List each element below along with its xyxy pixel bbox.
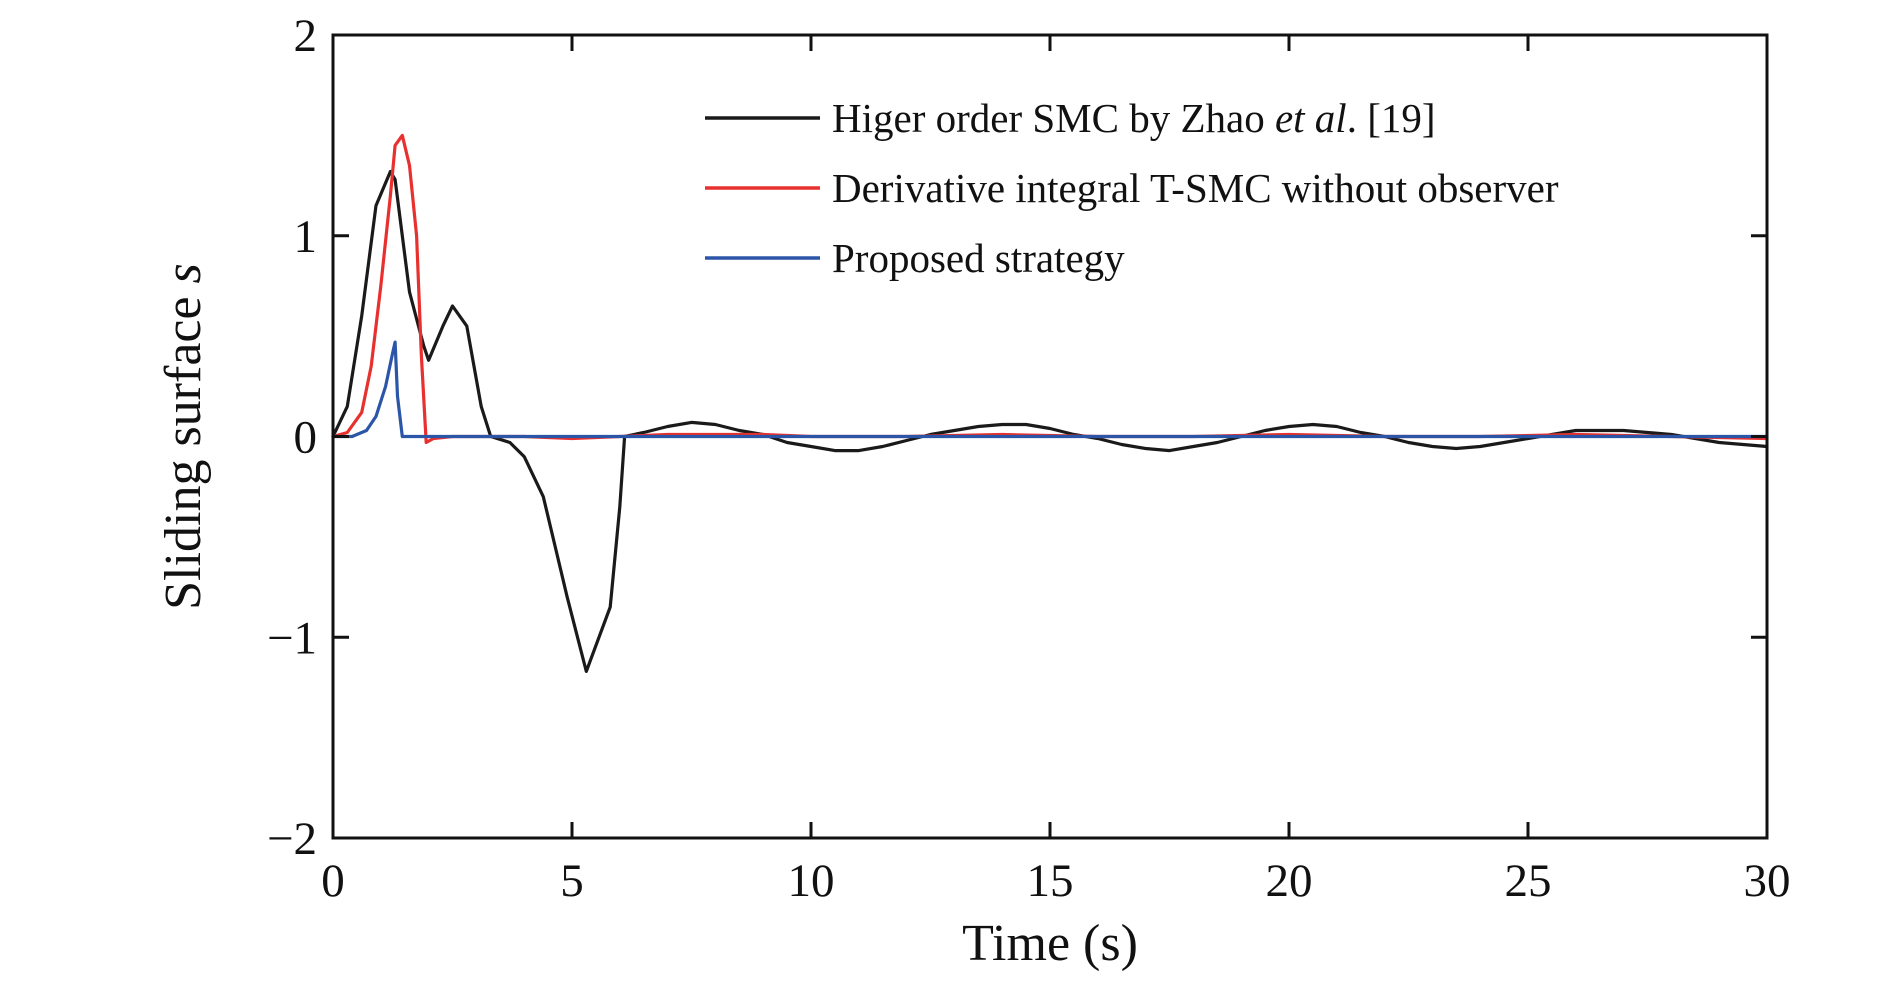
legend-label-part: Derivative integral T-SMC without observ… <box>832 165 1559 211</box>
y-axis-title-variable: s <box>155 263 212 283</box>
x-tick-label: 5 <box>560 855 584 907</box>
y-tick-label: 0 <box>294 412 318 464</box>
legend-label-2: Derivative integral T-SMC without observ… <box>832 165 1559 211</box>
legend-label-part: . [19] <box>1347 95 1436 141</box>
legend: Higer order SMC by Zhao et al. [19] Deriv… <box>705 95 1559 281</box>
x-tick-label: 30 <box>1744 855 1791 907</box>
x-tick-label: 0 <box>321 855 345 907</box>
series-line-3 <box>331 340 1769 439</box>
legend-label-1: Higer order SMC by Zhao et al. [19] <box>832 95 1436 141</box>
y-axis-title: Sliding surface s <box>155 263 212 610</box>
series-line-1 <box>331 169 1769 673</box>
x-tick-label: 25 <box>1505 855 1552 907</box>
legend-label-3: Proposed strategy <box>832 235 1125 281</box>
x-axis-title: Time (s) <box>962 915 1138 972</box>
legend-label-part: Higer order SMC by Zhao <box>832 95 1275 141</box>
axis-ticks <box>331 33 1769 840</box>
legend-label-part: Proposed strategy <box>832 235 1125 281</box>
y-tick-label: −1 <box>267 612 317 664</box>
plot-curves <box>331 133 1769 673</box>
y-axis-title-main: Sliding surface <box>155 283 212 609</box>
y-tick-label: 1 <box>294 211 318 263</box>
x-tick-label: 10 <box>788 855 835 907</box>
x-tick-label: 20 <box>1266 855 1313 907</box>
x-tick-label: 15 <box>1027 855 1074 907</box>
y-tick-label: −2 <box>267 813 317 865</box>
legend-label-part: et al <box>1275 95 1347 141</box>
y-tick-label: 2 <box>294 10 318 62</box>
